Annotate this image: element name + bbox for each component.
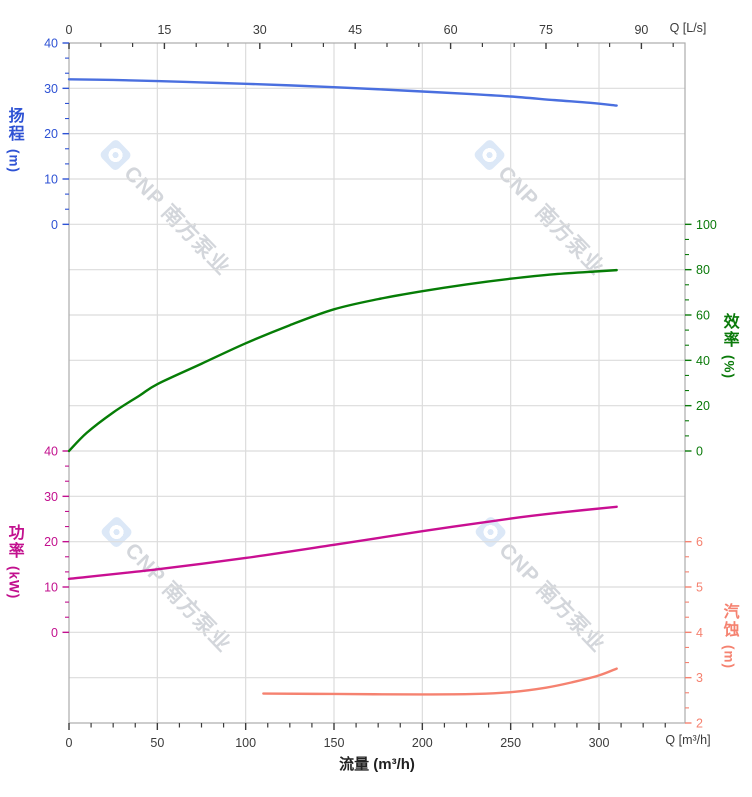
head-axis-title: 扬程(m) xyxy=(5,107,23,173)
efficiency-axis-title: 效率(%) xyxy=(720,313,738,379)
svg-text:250: 250 xyxy=(500,736,521,750)
svg-text:4: 4 xyxy=(696,626,703,640)
svg-text:3: 3 xyxy=(696,671,703,685)
svg-text:80: 80 xyxy=(696,263,710,277)
svg-text:20: 20 xyxy=(696,399,710,413)
head-curve xyxy=(67,78,618,107)
flow-axis-title: 流量 (m³/h) xyxy=(339,756,415,773)
svg-text:5: 5 xyxy=(696,581,703,595)
efficiency-curve xyxy=(67,268,618,453)
svg-text:0: 0 xyxy=(51,626,58,640)
svg-text:60: 60 xyxy=(696,309,710,323)
svg-text:2: 2 xyxy=(696,717,703,731)
svg-text:0: 0 xyxy=(66,23,73,37)
svg-text:20: 20 xyxy=(44,127,58,141)
svg-text:40: 40 xyxy=(696,354,710,368)
svg-text:6: 6 xyxy=(696,535,703,549)
svg-text:20: 20 xyxy=(44,535,58,549)
svg-text:40: 40 xyxy=(44,37,58,51)
svg-text:90: 90 xyxy=(634,23,648,37)
svg-text:60: 60 xyxy=(444,23,458,37)
svg-text:40: 40 xyxy=(44,445,58,459)
svg-text:75: 75 xyxy=(539,23,553,37)
svg-text:15: 15 xyxy=(157,23,171,37)
svg-text:100: 100 xyxy=(235,736,256,750)
npsh-curve xyxy=(262,667,618,696)
svg-text:30: 30 xyxy=(253,23,267,37)
svg-text:300: 300 xyxy=(589,736,610,750)
svg-text:50: 50 xyxy=(150,736,164,750)
npsh-axis-title: 汽蚀(m) xyxy=(720,603,738,669)
svg-text:0: 0 xyxy=(696,445,703,459)
svg-text:0: 0 xyxy=(66,736,73,750)
svg-text:30: 30 xyxy=(44,82,58,96)
power-curve xyxy=(67,505,618,581)
svg-text:100: 100 xyxy=(696,218,717,232)
svg-text:10: 10 xyxy=(44,581,58,595)
svg-text:10: 10 xyxy=(44,173,58,187)
svg-text:0: 0 xyxy=(51,218,58,232)
top-axis-unit: Q [L/s] xyxy=(669,21,707,35)
svg-text:150: 150 xyxy=(324,736,345,750)
svg-text:200: 200 xyxy=(412,736,433,750)
svg-text:30: 30 xyxy=(44,490,58,504)
svg-text:45: 45 xyxy=(348,23,362,37)
power-axis-title: 功率(kW) xyxy=(5,524,23,600)
bottom-axis-unit: Q [m³/h] xyxy=(665,733,711,747)
